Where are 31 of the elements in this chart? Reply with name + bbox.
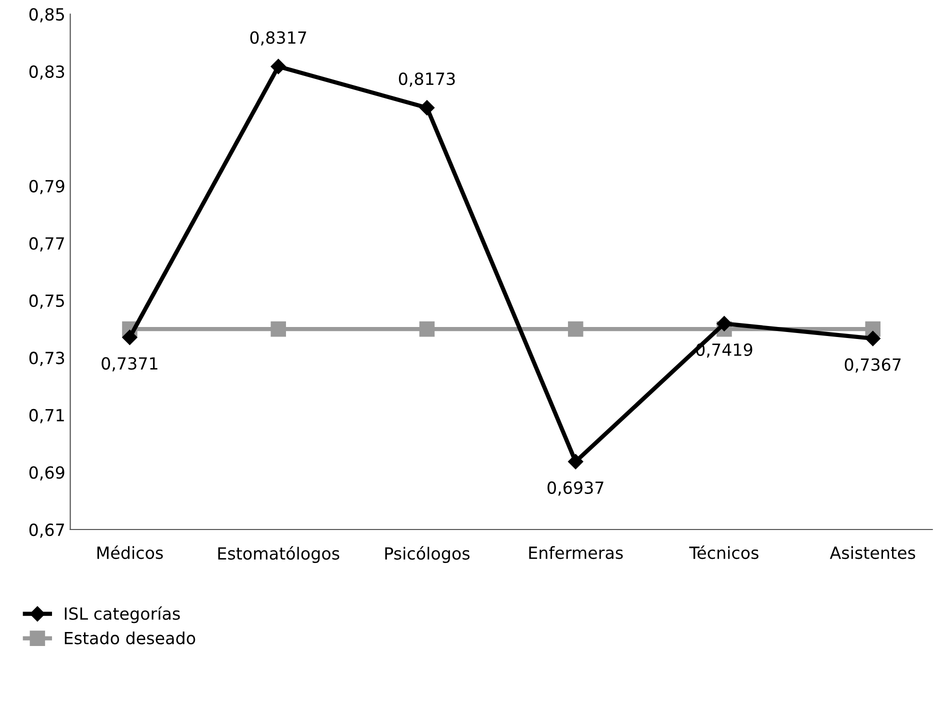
point: [270, 321, 286, 337]
y-tick-label: 0,71: [29, 408, 64, 424]
x-tick-label: Estomatólogos: [218, 546, 340, 563]
x-tick-label: Asistentes: [830, 546, 916, 560]
x-tick-label: Enfermeras: [529, 546, 623, 560]
point: [568, 454, 584, 470]
legend-label: ISL categorías: [64, 606, 180, 624]
point: [122, 330, 138, 345]
point: [865, 330, 880, 346]
data-label: 0,8173: [398, 72, 455, 87]
point: [419, 321, 435, 337]
data-label: 0,8317: [250, 31, 306, 46]
y-tick-label: 0,83: [29, 65, 64, 80]
y-tick-label: 0,85: [29, 8, 64, 22]
data-label: 0,6937: [548, 481, 604, 496]
point: [716, 316, 732, 332]
point: [419, 100, 435, 116]
legend-label: Estado deseado: [64, 631, 196, 644]
y-tick-label: 0,67: [29, 523, 64, 538]
data-label: 0,7371: [102, 357, 158, 372]
x-tick-label: Técnicos: [689, 546, 758, 560]
y-tick-label: 0,79: [29, 180, 64, 194]
y-tick-label: 0,75: [29, 294, 64, 309]
y-tick-label: 0,77: [29, 237, 64, 252]
data-label: 0,7367: [844, 358, 901, 373]
point: [568, 321, 584, 337]
x-tick-label: Médicos: [97, 546, 163, 560]
y-tick-label: 0,69: [29, 466, 64, 481]
x-tick-label: Psicólogos: [385, 546, 470, 563]
point: [270, 58, 286, 74]
y-tick-label: 0,73: [29, 352, 64, 366]
